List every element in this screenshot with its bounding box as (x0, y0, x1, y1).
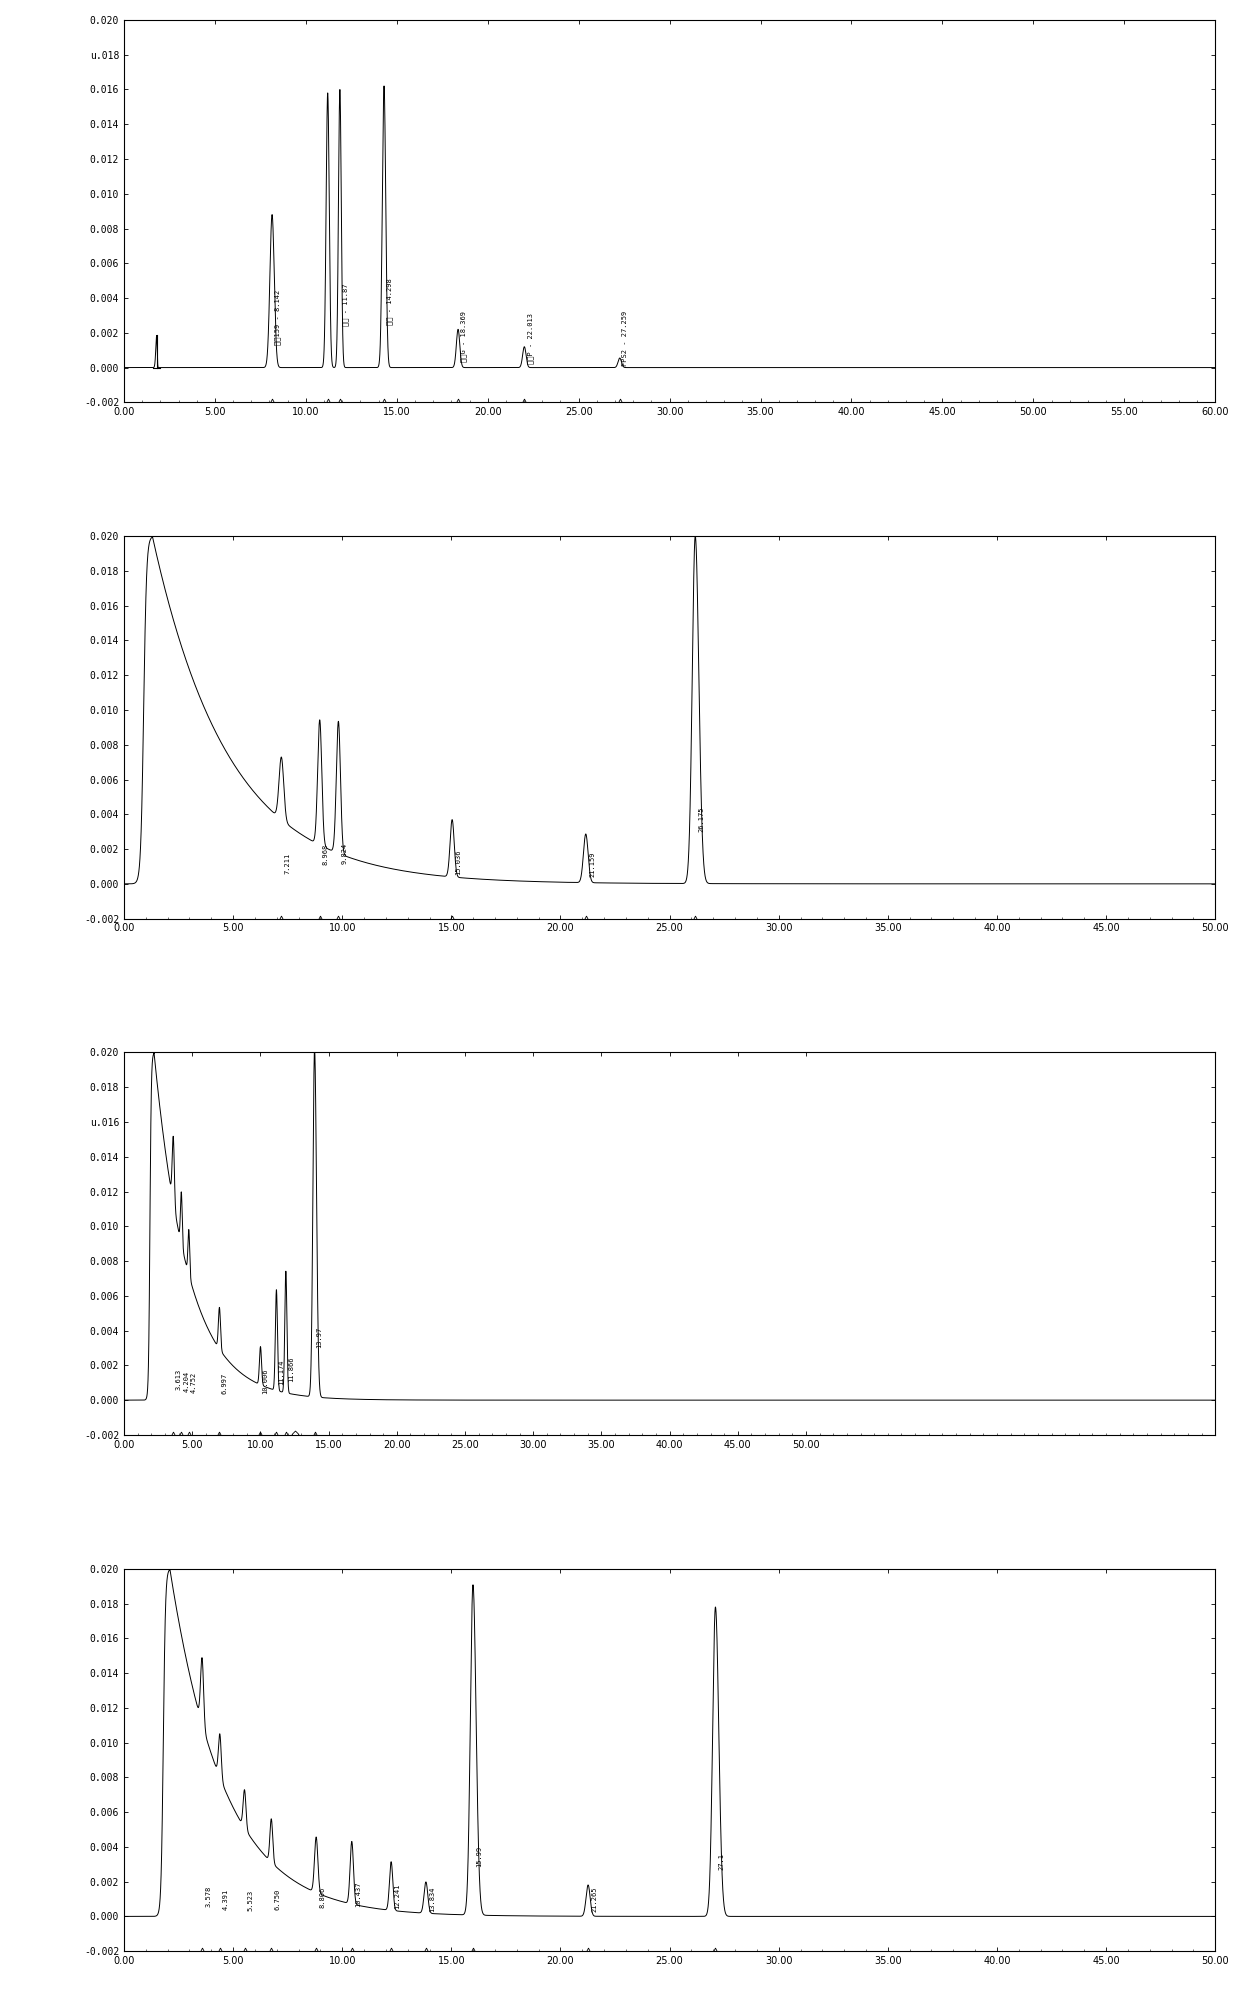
Text: 9.824: 9.824 (342, 842, 347, 864)
Text: 11.174: 11.174 (279, 1360, 284, 1386)
Text: 7.211: 7.211 (285, 854, 290, 874)
Text: 杂质159 - 8.142: 杂质159 - 8.142 (275, 289, 281, 344)
Text: 3.578: 3.578 (206, 1885, 211, 1907)
Text: 15.036: 15.036 (455, 850, 461, 876)
Text: 13.97: 13.97 (316, 1326, 322, 1348)
Text: 12.241: 12.241 (394, 1883, 401, 1909)
Text: 21.265: 21.265 (591, 1885, 598, 1911)
Text: 11.866: 11.866 (288, 1356, 294, 1382)
Text: 杂质P - 22.013: 杂质P - 22.013 (527, 313, 533, 364)
Text: 8.968: 8.968 (322, 844, 329, 864)
Text: 沙星 - 11.87: 沙星 - 11.87 (342, 283, 350, 327)
Text: 13.834: 13.834 (429, 1885, 435, 1911)
Text: 6.750: 6.750 (274, 1889, 280, 1909)
Text: 4.204: 4.204 (184, 1372, 190, 1392)
Text: 3.613: 3.613 (175, 1370, 181, 1390)
Text: 5.523: 5.523 (248, 1889, 254, 1911)
Text: 10.006: 10.006 (263, 1370, 269, 1394)
Text: 羊灶 - 14.298: 羊灶 - 14.298 (387, 279, 393, 325)
Text: 26.175: 26.175 (698, 806, 704, 832)
Text: 6.997: 6.997 (222, 1372, 227, 1394)
Text: FPS2 - 27.259: FPS2 - 27.259 (622, 311, 629, 366)
Text: 4.752: 4.752 (191, 1372, 197, 1394)
Text: 8.806: 8.806 (320, 1887, 325, 1907)
Text: 杂质G - 18.369: 杂质G - 18.369 (461, 311, 467, 362)
Text: 21.159: 21.159 (589, 850, 595, 876)
Text: 27.1: 27.1 (719, 1854, 724, 1870)
Text: 15.99: 15.99 (476, 1846, 482, 1868)
Text: 4.391: 4.391 (223, 1889, 229, 1909)
Text: 10.437: 10.437 (355, 1881, 361, 1907)
